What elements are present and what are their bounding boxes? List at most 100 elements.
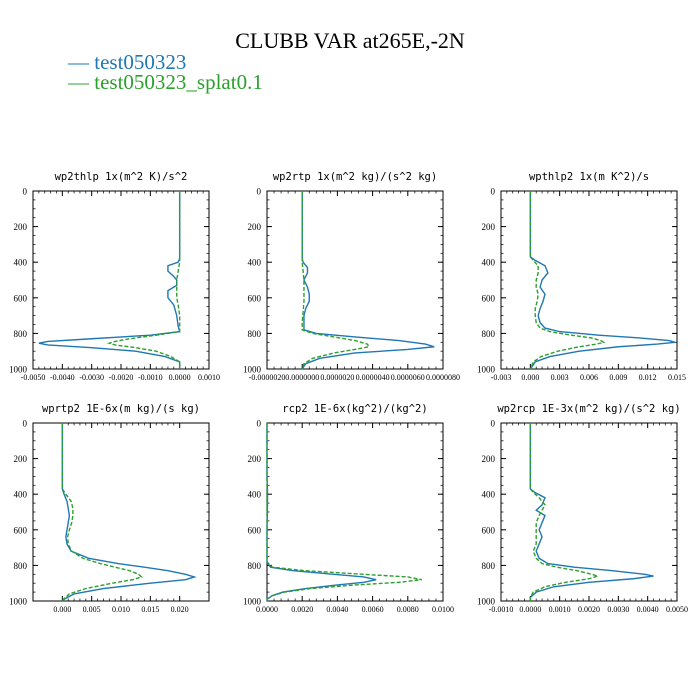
panel-1: wp2thlp 1x(m^2 K)/s^202004006008001000-0…	[9, 171, 220, 382]
y-tick-label: 0	[491, 419, 496, 429]
y-tick-label: 800	[482, 329, 496, 339]
x-tick-label: 0.015	[668, 373, 686, 382]
y-tick-label: 200	[482, 454, 496, 464]
panel-5: rcp2 1E-6x(kg^2)/(kg^2) 0 200 400 600 800 1000…	[243, 403, 454, 614]
y-tick-label: 200	[14, 454, 28, 464]
x-tick-label: 0.0000080	[426, 373, 460, 382]
x-tick-label: -0.003	[491, 373, 512, 382]
panel-title: wp2rtp 1x(m^2 kg)/(s^2 kg)	[273, 171, 437, 183]
y-tick-label: 1000	[243, 597, 262, 607]
x-tick-label: 0.0000	[519, 605, 541, 614]
x-tick-label: 0.0000000	[285, 373, 319, 382]
plot-frame	[32, 190, 210, 370]
y-tick-label: 800	[248, 329, 262, 339]
panel-2: wp2rtp 1x(m^2 kg)/(s^2 kg) 0 200 400 600 800 1…	[243, 171, 460, 382]
y-tick-label: 0	[491, 187, 496, 197]
x-tick-label: -0.0040	[50, 373, 75, 382]
legend-marker: —	[68, 50, 89, 74]
series-line-test050323-splat0-1	[529, 423, 601, 601]
panel-3: wpthlp2 1x(m K^2)/s 0 200 400 600 800 1000-0.0…	[477, 171, 686, 382]
x-tick-label: 0.010	[112, 605, 130, 614]
x-tick-label: 0.0000040	[356, 373, 390, 382]
y-tick-label: 0	[23, 187, 28, 197]
series-line-test050323	[61, 423, 197, 602]
x-tick-label: 0.0020	[578, 605, 600, 614]
series-line-test050323-splat0-1	[529, 191, 606, 370]
x-tick-label: 0.0040	[326, 605, 348, 614]
panel-title: rcp2 1E-6x(kg^2)/(kg^2)	[282, 403, 427, 415]
y-tick-label: 600	[248, 293, 262, 303]
y-tick-label: 600	[248, 525, 262, 535]
x-tick-label: 0.0000	[169, 373, 191, 382]
x-tick-label: 0.015	[141, 605, 159, 614]
figure-title: CLUBB VAR at265E,-2N	[235, 28, 465, 53]
panel-title: wp2rcp 1E-3x(m^2 kg)/(s^2 kg)	[497, 403, 680, 415]
x-tick-label: 0.000	[53, 605, 71, 614]
x-tick-label: 0.0060	[362, 605, 384, 614]
legend-label: test050323	[94, 50, 187, 74]
x-tick-label: 0.003	[551, 373, 569, 382]
legend-marker: —	[68, 70, 89, 94]
x-tick-label: 0.000	[521, 373, 539, 382]
y-tick-label: 0	[23, 419, 28, 429]
series-line-test050323-splat0-1	[61, 423, 143, 602]
x-tick-label: 0.006	[580, 373, 598, 382]
y-tick-label: 1000	[9, 597, 28, 607]
x-tick-label: -0.0050	[21, 373, 46, 382]
y-tick-label: 1000	[477, 365, 496, 375]
y-tick-label: 400	[482, 490, 496, 500]
panel-title: wpthlp2 1x(m K^2)/s	[529, 171, 649, 183]
x-tick-label: 0.020	[171, 605, 189, 614]
panel-6: wp2rcp 1E-3x(m^2 kg)/(s^2 kg)0 200 400 600 8…	[477, 403, 688, 614]
y-tick-label: 800	[14, 329, 28, 339]
series-line-test050323-splat0-1	[106, 191, 181, 369]
x-tick-label: 0.0020	[291, 605, 313, 614]
x-tick-label: -0.0020	[109, 373, 134, 382]
y-tick-label: 400	[14, 490, 28, 500]
y-tick-label: 600	[482, 525, 496, 535]
x-tick-label: 0.005	[83, 605, 101, 614]
y-tick-label: 200	[248, 454, 262, 464]
x-tick-label: -0.0030	[79, 373, 104, 382]
x-tick-label: 0.0030	[607, 605, 629, 614]
x-tick-label: -0.0010	[138, 373, 163, 382]
panel-4: wprtp2 1E-6x(m kg)/(s kg) 0 200 400 600 800 10…	[9, 403, 210, 614]
series-line-test050323-splat0-1	[266, 423, 423, 601]
y-tick-label: 800	[482, 561, 496, 571]
y-tick-label: 200	[482, 222, 496, 232]
y-tick-label: 400	[482, 258, 496, 268]
plot-frame	[500, 190, 678, 370]
y-tick-label: 800	[248, 561, 262, 571]
x-tick-label: -0.0000020	[249, 373, 286, 382]
series-line-test050323	[301, 191, 435, 370]
panel-title: wprtp2 1E-6x(m kg)/(s kg)	[42, 403, 200, 415]
x-tick-label: 0.0010	[549, 605, 571, 614]
series-line-test050323	[529, 423, 654, 601]
x-tick-label: 0.0040	[637, 605, 659, 614]
series-line-test050323	[38, 191, 181, 369]
x-tick-label: 0.0100	[432, 605, 454, 614]
y-tick-label: 200	[248, 222, 262, 232]
x-tick-label: 0.009	[609, 373, 627, 382]
y-tick-label: 800	[14, 561, 28, 571]
legend-label: test050323_splat0.1	[94, 70, 263, 94]
y-tick-label: 600	[14, 525, 28, 535]
x-tick-label: 0.0000	[256, 605, 278, 614]
legend-entry-test050323: — test050323	[68, 50, 186, 75]
y-tick-label: 0	[257, 419, 262, 429]
panel-title: wp2thlp 1x(m^2 K)/s^2	[55, 171, 188, 183]
y-tick-label: 600	[14, 293, 28, 303]
y-tick-label: 400	[14, 258, 28, 268]
x-tick-label: 0.0010	[198, 373, 220, 382]
x-tick-label: 0.0080	[397, 605, 419, 614]
y-tick-label: 400	[248, 490, 262, 500]
y-tick-label: 1000	[9, 365, 28, 375]
series-line-test050323-splat0-1	[301, 191, 371, 370]
x-tick-label: 0.012	[639, 373, 657, 382]
y-tick-label: 1000	[477, 597, 496, 607]
x-tick-label: 0.0000020	[320, 373, 354, 382]
x-tick-label: -0.0010	[489, 605, 514, 614]
x-tick-label: 0.0050	[666, 605, 688, 614]
y-tick-label: 200	[14, 222, 28, 232]
